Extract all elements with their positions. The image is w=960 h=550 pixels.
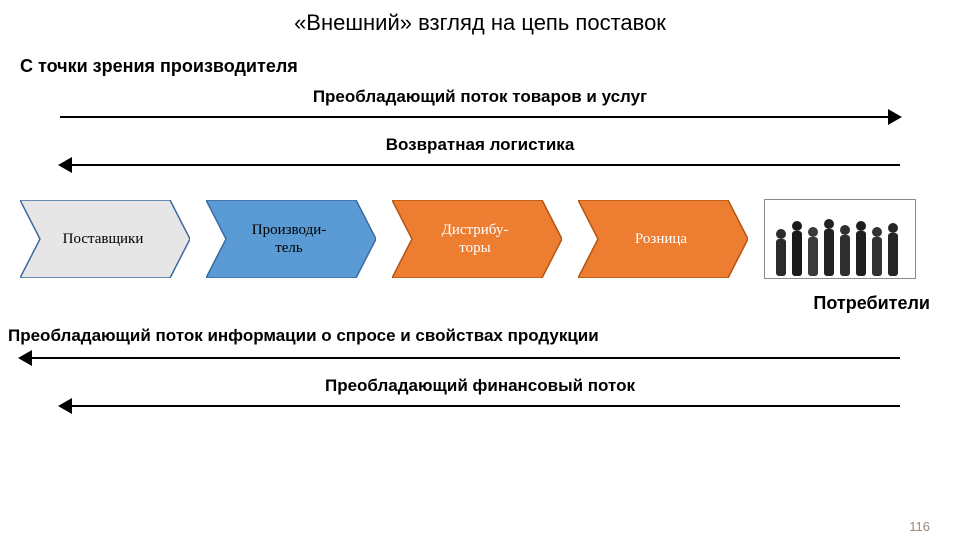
person-icon [805, 226, 821, 276]
flow-returns-arrow [60, 157, 900, 173]
page-title: «Внешний» взгляд на цепь поставок [0, 10, 960, 36]
chain-node-label: Дистрибу- торы [392, 200, 562, 278]
flow-goods-arrow [60, 109, 900, 125]
chain-node: Поставщики [20, 200, 190, 278]
consumers-box [764, 199, 916, 279]
person-icon [885, 222, 901, 276]
flow-info-label: Преобладающий поток информации о спросе … [8, 326, 960, 346]
chain-node: Производи- тель [206, 200, 376, 278]
flow-info-arrow [20, 350, 900, 366]
person-icon [853, 220, 869, 276]
flow-finance-arrow [60, 398, 900, 414]
subtitle: С точки зрения производителя [20, 56, 960, 77]
flow-returns-label: Возвратная логистика [0, 135, 960, 155]
chain-node-label: Производи- тель [206, 200, 376, 278]
consumers-label: Потребители [0, 293, 930, 314]
flow-goods-label: Преобладающий поток товаров и услуг [0, 87, 960, 107]
person-icon [821, 218, 837, 276]
person-icon [837, 224, 853, 276]
chain-node: Дистрибу- торы [392, 200, 562, 278]
chain-node-label: Поставщики [20, 200, 190, 278]
chain-node-label: Розница [578, 200, 748, 278]
supply-chain-row: ПоставщикиПроизводи- тельДистрибу- торыР… [0, 181, 960, 285]
person-icon [869, 226, 885, 276]
person-icon [789, 220, 805, 276]
person-icon [773, 228, 789, 276]
flow-finance-label: Преобладающий финансовый поток [0, 376, 960, 396]
chain-node: Розница [578, 200, 748, 278]
page-number: 116 [909, 519, 930, 534]
